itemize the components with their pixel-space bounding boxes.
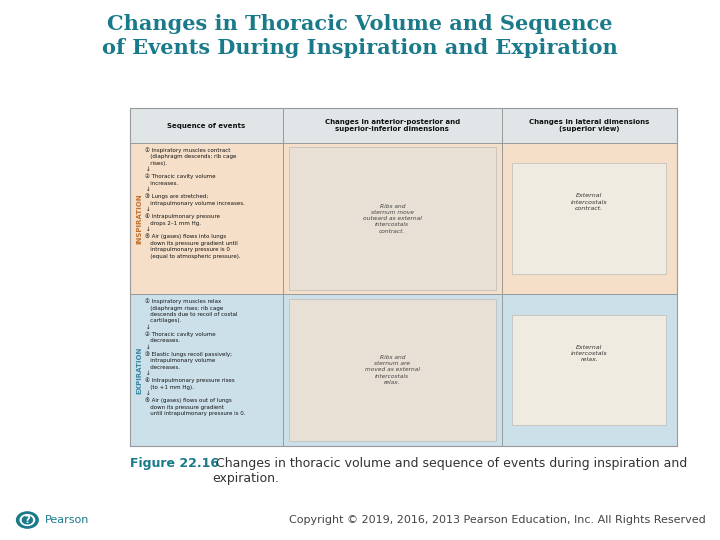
Bar: [513, 163, 666, 274]
Text: ① Inspiratory muscles relax
   (diaphragm rises; rib cage
   descends due to rec: ① Inspiratory muscles relax (diaphragm r…: [145, 299, 246, 416]
Circle shape: [17, 512, 38, 528]
Text: External
intercostals
contract.: External intercostals contract.: [571, 193, 608, 211]
Bar: [289, 299, 496, 441]
Text: External
intercostals
relax.: External intercostals relax.: [571, 345, 608, 362]
Text: Changes in lateral dimensions
(superior view): Changes in lateral dimensions (superior …: [529, 119, 649, 132]
Text: EXPIRATION: EXPIRATION: [136, 346, 142, 394]
Circle shape: [22, 516, 32, 524]
Bar: [130, 108, 677, 143]
Circle shape: [20, 515, 35, 525]
Text: Changes in Thoracic Volume and Sequence
of Events During Inspiration and Expirat: Changes in Thoracic Volume and Sequence …: [102, 14, 618, 57]
Text: Sequence of events: Sequence of events: [167, 123, 246, 129]
Bar: [289, 147, 496, 290]
Bar: [130, 294, 677, 446]
Bar: [513, 314, 666, 426]
Text: Pearson: Pearson: [45, 515, 89, 525]
Text: ?: ?: [24, 515, 30, 525]
Text: Ribs and
sternum are
moved as external
intercostals
relax.: Ribs and sternum are moved as external i…: [365, 355, 420, 385]
Text: Copyright © 2019, 2016, 2013 Pearson Education, Inc. All Rights Reserved: Copyright © 2019, 2016, 2013 Pearson Edu…: [289, 515, 706, 525]
Text: Figure 22.16: Figure 22.16: [130, 457, 219, 470]
Text: Changes in thoracic volume and sequence of events during inspiration and expirat: Changes in thoracic volume and sequence …: [212, 457, 688, 485]
Bar: [130, 143, 677, 294]
Text: ① Inspiratory muscles contract
   (diaphragm descends; rib cage
   rises).
↓
② T: ① Inspiratory muscles contract (diaphrag…: [145, 147, 246, 259]
Text: Changes in anterior-posterior and
superior-inferior dimensions: Changes in anterior-posterior and superi…: [325, 119, 460, 132]
Text: INSPIRATION: INSPIRATION: [136, 193, 142, 244]
Bar: [130, 108, 677, 446]
Text: Ribs and
sternum move
outward as external
intercostals
contract.: Ribs and sternum move outward as externa…: [363, 204, 422, 234]
